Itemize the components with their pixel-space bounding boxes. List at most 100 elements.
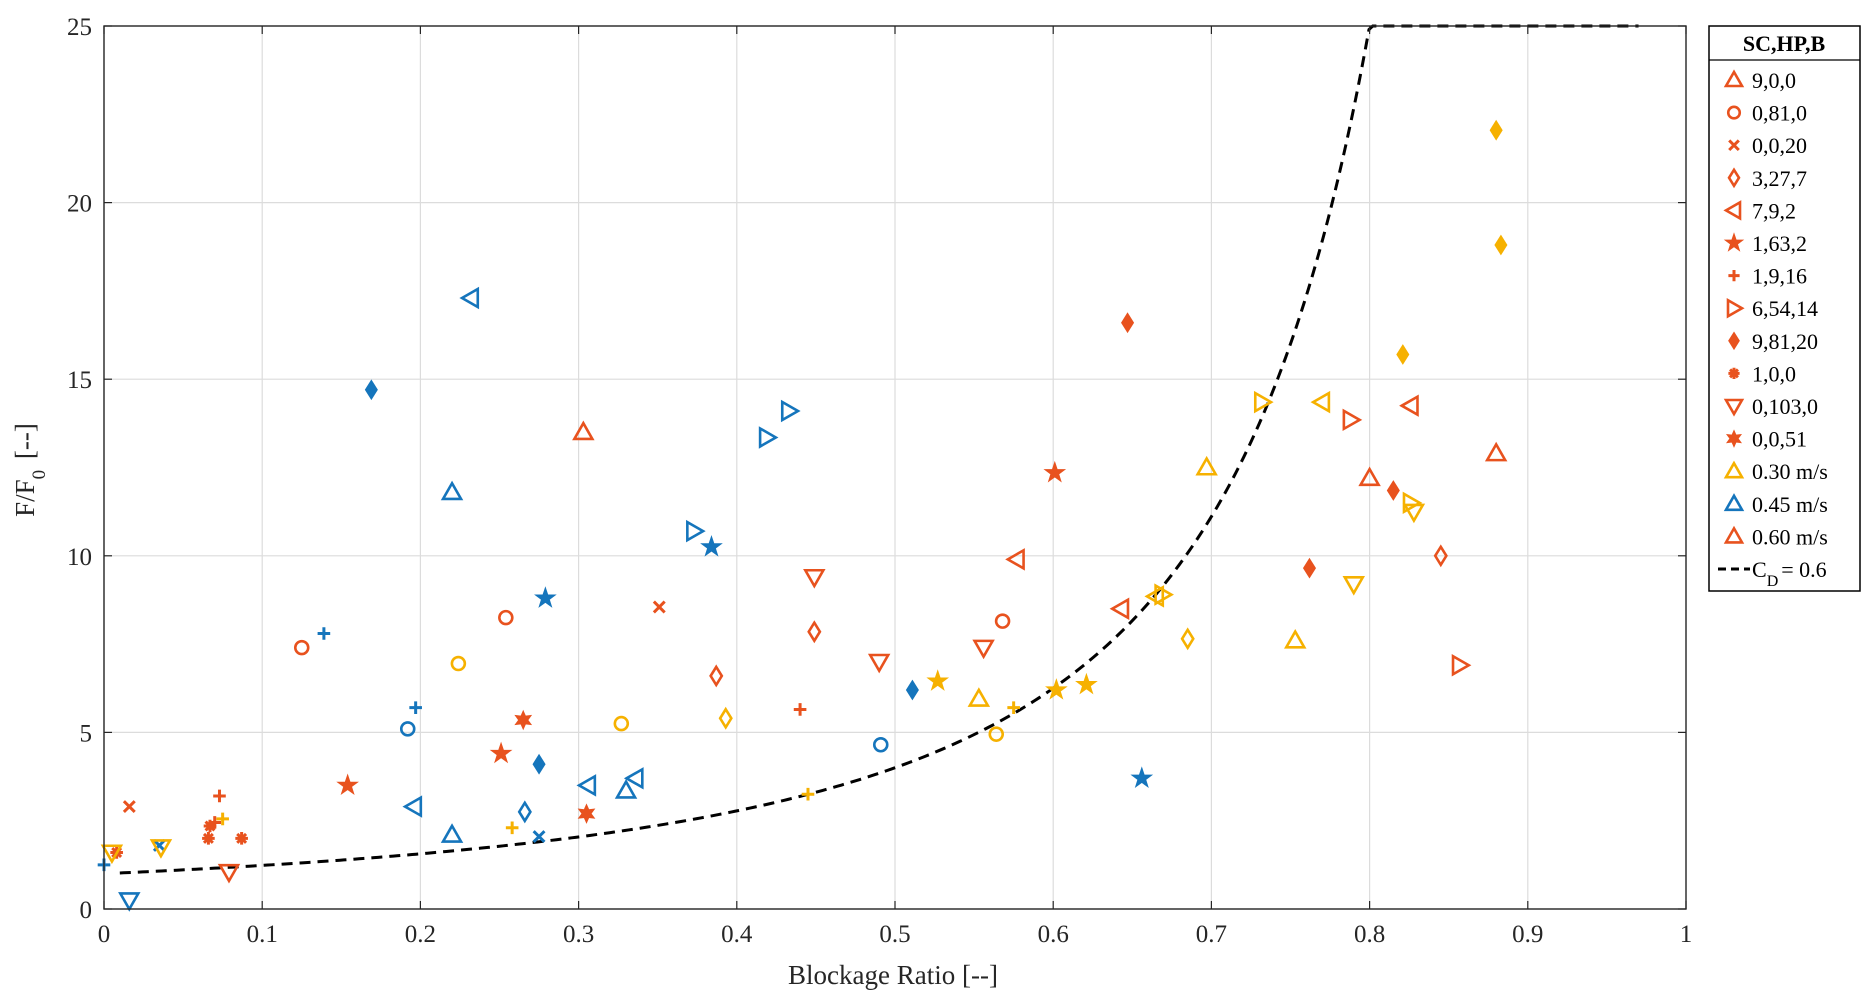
data-point-diamond — [718, 706, 733, 730]
data-point-triangle-left — [1310, 390, 1331, 414]
y-tick-label: 25 — [67, 14, 92, 41]
data-point-circle — [872, 736, 889, 753]
data-point-triangle-up — [1195, 455, 1218, 476]
data-point-triangle-down — [1342, 576, 1366, 596]
data-point-star — [489, 741, 513, 764]
data-point-triangle-right — [1154, 583, 1174, 606]
x-tick-label: 0.1 — [247, 921, 278, 948]
x-tick-label: 1 — [1680, 921, 1693, 948]
data-point-diamond — [1433, 544, 1448, 568]
data-point-x — [122, 800, 136, 814]
x-tick-label: 0.3 — [563, 921, 594, 948]
data-point-star — [700, 535, 723, 557]
data-point-asterisk — [202, 832, 215, 845]
x-tick-label: 0.5 — [879, 921, 910, 948]
legend: SC,HP,B 9,0,0 0,81,0 0,0,20 3,27,7 7,9,2 1,63… — [1708, 25, 1861, 592]
data-point-diamond-filled — [1396, 344, 1410, 365]
data-point-triangle-up — [572, 420, 595, 441]
data-point-triangle-left — [1399, 394, 1419, 417]
x-axis-label: Blockage Ratio [--] — [788, 960, 998, 990]
data-point-triangle-up — [440, 823, 464, 843]
data-point-triangle-down — [149, 839, 173, 859]
data-point-triangle-right — [780, 399, 801, 423]
data-point-star — [1075, 672, 1098, 695]
legend-label: 0.60 m/s — [1752, 524, 1828, 549]
data-point-star — [1043, 460, 1067, 483]
data-point-diamond-filled — [1494, 234, 1508, 256]
legend-marker-asterisk — [1728, 367, 1740, 379]
legend-label: 0.30 m/s — [1752, 459, 1828, 484]
legend-title: SC,HP,B — [1743, 31, 1826, 56]
data-point-star — [1045, 678, 1068, 700]
data-point-triangle-left — [459, 286, 480, 310]
legend-marker-diamond-filled — [1728, 331, 1740, 351]
data-point-circle — [450, 655, 467, 672]
data-point-triangle-up — [967, 687, 991, 707]
legend-label: 0,0,20 — [1752, 133, 1807, 158]
x-tick-label: 0 — [98, 921, 111, 948]
data-points — [97, 119, 1508, 912]
data-point-triangle-left — [576, 774, 597, 797]
data-point-x — [532, 830, 546, 844]
data-point-asterisk — [203, 819, 217, 833]
legend-label-subscript: D — [1767, 573, 1779, 590]
legend-marker-star — [1723, 232, 1745, 252]
data-point-plus — [1007, 701, 1020, 714]
data-point-triangle-right — [1253, 390, 1274, 414]
data-point-triangle-left — [623, 767, 644, 790]
data-point-circle — [293, 639, 310, 656]
data-point-triangle-down — [100, 844, 124, 865]
data-point-hexagram — [514, 709, 533, 731]
legend-label: 1,0,0 — [1752, 361, 1796, 386]
data-point-star — [1130, 766, 1154, 788]
data-point-triangle-down — [118, 892, 141, 912]
data-point-triangle-left — [1005, 548, 1025, 571]
legend-label-tail: = 0.6 — [1781, 557, 1826, 582]
data-point-diamond — [517, 800, 532, 824]
legend-marker-triangle-up — [1723, 460, 1745, 479]
y-axis-label-subscript: 0 — [29, 470, 50, 480]
data-point-diamond — [709, 664, 724, 688]
data-point-plus — [505, 821, 519, 835]
x-tick-label: 0.2 — [405, 921, 436, 948]
x-tick-label: 0.9 — [1512, 921, 1543, 948]
data-point-diamond-filled — [1489, 119, 1503, 141]
data-point-triangle-up — [1284, 628, 1307, 649]
legend-marker-triangle-down — [1723, 398, 1745, 417]
data-point-triangle-up — [1358, 466, 1381, 487]
legend-label: 1,9,16 — [1752, 264, 1807, 289]
y-tick-label: 0 — [80, 897, 93, 924]
y-tick-label: 5 — [80, 720, 93, 747]
data-point-diamond-filled — [1386, 480, 1400, 501]
data-point-circle — [988, 726, 1005, 742]
legend-marker-circle — [1726, 105, 1742, 120]
legend-label: 1,63,2 — [1752, 231, 1807, 256]
legend-marker-diamond — [1727, 167, 1741, 189]
data-point-triangle-down — [803, 568, 826, 589]
legend-label: 9,0,0 — [1752, 68, 1796, 93]
legend-label: 0,0,51 — [1752, 427, 1807, 452]
data-point-diamond-filled — [532, 753, 546, 775]
x-tick-label: 0.7 — [1196, 921, 1227, 948]
data-point-star — [926, 669, 950, 691]
data-point-circle — [613, 715, 630, 732]
data-point-diamond-filled — [1302, 557, 1317, 579]
legend-marker-triangle-up — [1723, 493, 1745, 512]
data-point-circle — [498, 609, 514, 626]
legend-marker-triangle-left — [1723, 200, 1742, 221]
data-point-x — [652, 600, 666, 614]
y-tick-label: 10 — [67, 544, 92, 571]
x-tick-label: 0.6 — [1038, 921, 1069, 948]
data-point-triangle-up — [614, 779, 638, 799]
data-point-triangle-right — [1451, 654, 1472, 677]
data-point-diamond-filled — [364, 379, 378, 401]
data-point-star — [336, 773, 359, 796]
y-tick-label: 20 — [67, 191, 92, 218]
data-point-triangle-right — [1402, 491, 1423, 515]
data-point-plus — [409, 701, 422, 714]
legend-label: 0.45 m/s — [1752, 492, 1828, 517]
data-point-hexagram — [577, 803, 596, 824]
data-point-triangle-down — [972, 639, 995, 660]
x-tick-label: 0.8 — [1354, 921, 1385, 948]
